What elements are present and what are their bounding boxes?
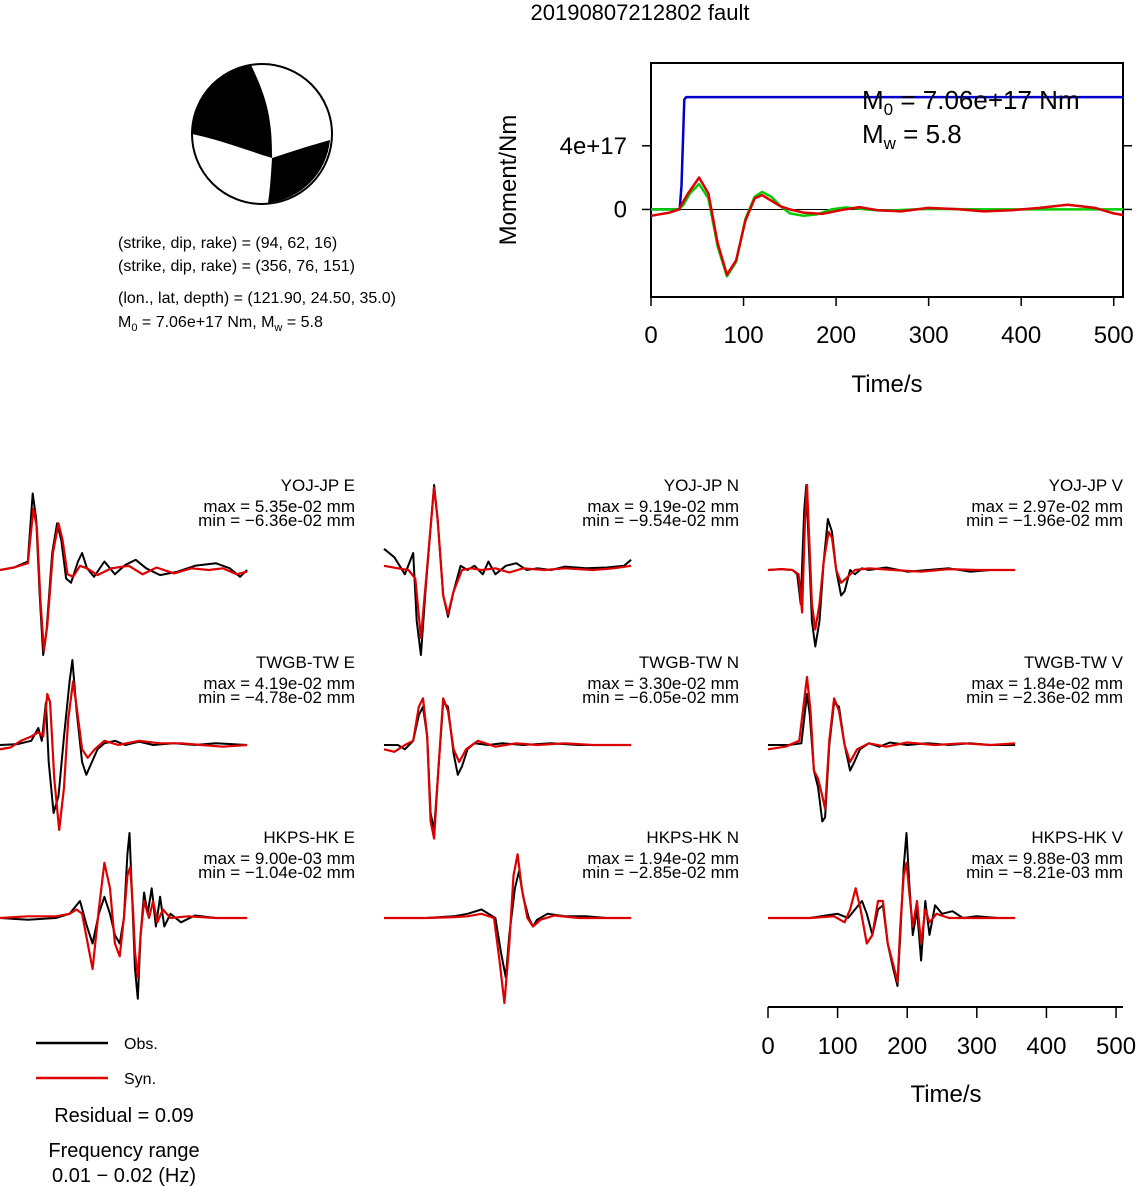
- moment-x-tick-label: 500: [1094, 322, 1134, 349]
- waveform-x-tick-label: 400: [1026, 1033, 1066, 1060]
- amplitude-max: max = 9.00e-03 mm: [203, 849, 355, 868]
- station-label: HKPS-HK N: [646, 828, 739, 847]
- moment-x-tick-label: 100: [724, 322, 764, 349]
- moment-m0-annotation: M0 = 7.06e+17 Nm: [862, 85, 1080, 119]
- figure-title: 20190807212802 fault: [531, 0, 750, 25]
- moment-y-axis: 0 4e+17: [560, 133, 1132, 223]
- amplitude-min: min = −8.21e-03 mm: [966, 863, 1123, 882]
- waveform-x-tick-label: 200: [887, 1033, 927, 1060]
- amplitude-max: max = 1.94e-02 mm: [587, 849, 739, 868]
- legend-obs-label: Obs.: [124, 1036, 158, 1053]
- synthetic-trace: [768, 861, 1016, 983]
- station-label: YOJ-JP N: [664, 476, 739, 495]
- moment-x-tick-label: 300: [909, 322, 949, 349]
- synthetic-trace: [383, 486, 632, 640]
- synthetic-trace: [0, 507, 248, 652]
- observed-trace: [768, 693, 1016, 823]
- moment-x-axis: 0 100 200 300 400 500: [644, 297, 1134, 349]
- waveform-x-tick-label: 0: [761, 1033, 774, 1060]
- moment-y-tick-label: 4e+17: [560, 133, 627, 160]
- waveform-x-tick-label: 300: [957, 1033, 997, 1060]
- amplitude-max: max = 4.19e-02 mm: [203, 674, 355, 693]
- synthetic-trace: [0, 861, 248, 979]
- synthetic-trace: [383, 697, 632, 840]
- amplitude-max: max = 3.30e-02 mm: [587, 674, 739, 693]
- station-label: HKPS-HK E: [263, 828, 355, 847]
- location-text: (lon., lat, depth) = (121.90, 24.50, 35.…: [118, 290, 396, 307]
- amplitude-max: max = 2.97e-02 mm: [971, 497, 1123, 516]
- amplitude-max: max = 5.35e-02 mm: [203, 497, 355, 516]
- station-label: TWGB-TW V: [1024, 653, 1124, 672]
- moment-x-tick-label: 0: [644, 322, 657, 349]
- frequency-title: Frequency range: [48, 1140, 199, 1162]
- waveform-x-label: Time/s: [910, 1081, 981, 1108]
- amplitude-min: min = −1.96e-02 mm: [966, 511, 1123, 530]
- moment-chart: 0 100 200 300 400 500 0 4e+17 Time/s Moment/Nm…: [495, 62, 1134, 398]
- legend-syn-label: Syn.: [124, 1071, 156, 1088]
- synthetic-trace: [0, 680, 248, 832]
- beachball-icon: [191, 63, 333, 205]
- moment-plot-frame: [650, 62, 1124, 298]
- moment-mw-annotation: Mw = 5.8: [862, 119, 962, 153]
- station-label: YOJ-JP V: [1049, 476, 1124, 495]
- moment-red-line: [650, 176, 1124, 276]
- station-label: TWGB-TW N: [639, 653, 739, 672]
- moment-series: [650, 95, 1124, 278]
- waveform-x-axis: 0 100 200 300 400 500: [761, 1006, 1136, 1060]
- amplitude-min: min = −6.05e-02 mm: [582, 688, 739, 707]
- moment-green-line: [651, 182, 1123, 278]
- amplitude-min: min = −6.36e-02 mm: [198, 511, 355, 530]
- station-label: HKPS-HK V: [1031, 828, 1123, 847]
- moment-x-tick-label: 200: [816, 322, 856, 349]
- magnitude-text: M0 = 7.06e+17 Nm, Mw = 5.8: [118, 314, 323, 334]
- waveform-x-tick-label: 500: [1096, 1033, 1136, 1060]
- amplitude-min: min = −2.36e-02 mm: [966, 688, 1123, 707]
- amplitude-max: max = 9.88e-03 mm: [971, 849, 1123, 868]
- waveform-x-tick-label: 100: [818, 1033, 858, 1060]
- amplitude-min: min = −2.85e-02 mm: [582, 863, 739, 882]
- nodal-plane-2: (strike, dip, rake) = (356, 76, 151): [118, 258, 355, 275]
- moment-y-label: Moment/Nm: [495, 115, 522, 246]
- synthetic-trace: [767, 675, 1016, 810]
- observed-trace: [384, 701, 632, 831]
- station-label: YOJ-JP E: [281, 476, 355, 495]
- amplitude-max: max = 9.19e-02 mm: [587, 497, 739, 516]
- legend: Obs. Syn.: [36, 1036, 158, 1088]
- station-label: TWGB-TW E: [256, 653, 355, 672]
- amplitude-min: min = −1.04e-02 mm: [198, 863, 355, 882]
- residual-text: Residual = 0.09: [54, 1105, 194, 1127]
- moment-x-label: Time/s: [851, 371, 922, 398]
- nodal-plane-1: (strike, dip, rake) = (94, 62, 16): [118, 235, 337, 252]
- amplitude-min: min = −4.78e-02 mm: [198, 688, 355, 707]
- synthetic-trace: [767, 483, 1016, 631]
- moment-x-tick-label: 400: [1001, 322, 1041, 349]
- synthetic-trace: [384, 853, 632, 1005]
- amplitude-max: max = 1.84e-02 mm: [971, 674, 1123, 693]
- moment-y-tick-label: 0: [614, 196, 627, 223]
- amplitude-min: min = −9.54e-02 mm: [582, 511, 739, 530]
- frequency-range: 0.01 − 0.02 (Hz): [52, 1165, 196, 1186]
